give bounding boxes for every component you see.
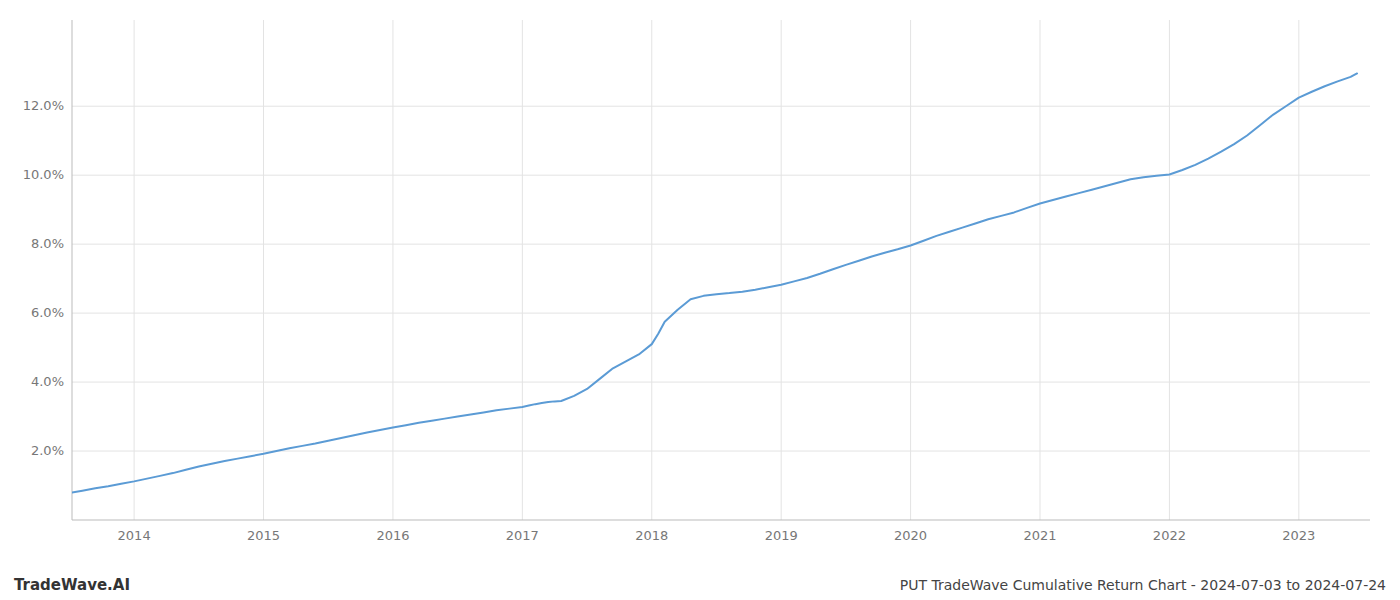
y-tick-label: 6.0% (31, 305, 64, 320)
plot-area (72, 73, 1357, 492)
grid-line-x (651, 20, 652, 520)
grid (72, 20, 1370, 520)
x-tick-label: 2014 (118, 528, 151, 543)
grid-line-y (72, 106, 1370, 107)
grid-line-x (134, 20, 135, 520)
y-tick-label: 2.0% (31, 443, 64, 458)
y-tick-label: 12.0% (23, 98, 64, 113)
y-tick-label: 10.0% (23, 167, 64, 182)
grid-line-y (72, 244, 1370, 245)
x-tick-label: 2015 (247, 528, 280, 543)
x-tick-label: 2020 (894, 528, 927, 543)
grid-line-x (910, 20, 911, 520)
grid-line-x (1040, 20, 1041, 520)
x-tick-label: 2021 (1023, 528, 1056, 543)
x-tick-label: 2022 (1153, 528, 1186, 543)
grid-line-y (72, 382, 1370, 383)
grid-line-x (522, 20, 523, 520)
grid-line-x (1169, 20, 1170, 520)
watermark: TradeWave.AI (14, 576, 130, 594)
x-tick-label: 2018 (635, 528, 668, 543)
title: PUT TradeWave Cumulative Return Chart - … (900, 577, 1386, 593)
y-tick-label: 4.0% (31, 374, 64, 389)
chart: 2.0% 4.0% 6.0% 8.0% 10.0% 12.0% 2014 2015 2016 20… (0, 0, 1400, 600)
axes: 2.0% 4.0% 6.0% 8.0% 10.0% 12.0% 2014 2015 2016 20… (23, 20, 1370, 543)
grid-line-y (72, 313, 1370, 314)
x-axis-line (72, 520, 1370, 521)
y-axis-line (72, 20, 73, 520)
x-tick-label: 2017 (506, 528, 539, 543)
line (72, 73, 1357, 492)
grid-line-x (392, 20, 393, 520)
grid-line-x (263, 20, 264, 520)
grid-line-x (1298, 20, 1299, 520)
grid-line-y (72, 451, 1370, 452)
grid-line-x (781, 20, 782, 520)
y-tick-label: 8.0% (31, 236, 64, 251)
grid-line-y (72, 175, 1370, 176)
x-tick-label: 2019 (765, 528, 798, 543)
x-tick-label: 2023 (1282, 528, 1315, 543)
x-tick-label: 2016 (376, 528, 409, 543)
